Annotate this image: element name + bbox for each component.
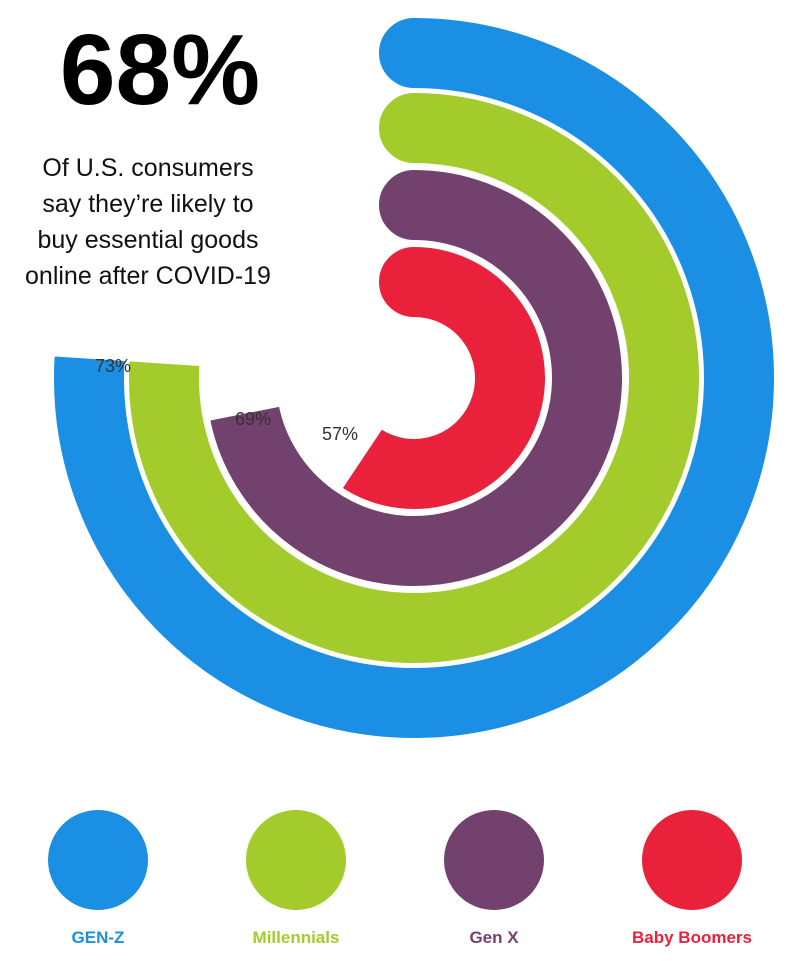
value-label-gen-x: 69% — [235, 409, 271, 429]
radial-bar-baby-boomers — [337, 242, 549, 513]
legend-label-gen-z: GEN-Z — [71, 928, 125, 947]
legend-label-millennials: Millennials — [252, 928, 340, 947]
legend-dot-gen-x — [444, 810, 544, 910]
legend-item-gen-z: GEN-Z — [0, 810, 198, 948]
subtitle-line-1: Of U.S. consumers — [42, 154, 254, 182]
legend-item-millennials: Millennials — [196, 810, 396, 948]
headline-stat: 68% — [59, 14, 261, 126]
legend-item-gen-x: Gen X — [394, 810, 594, 948]
value-label-baby-boomers: 57% — [322, 424, 358, 444]
legend-dot-millennials — [246, 810, 346, 910]
subtitle: Of U.S. consumers say they’re likely to … — [0, 150, 296, 294]
subtitle-line-4: online after COVID-19 — [25, 262, 271, 290]
legend-item-baby-boomers: Baby Boomers — [592, 810, 792, 948]
radial-bar-gen-x — [205, 165, 626, 590]
subtitle-line-3: buy essential goods — [37, 226, 259, 254]
subtitle-line-2: say they’re likely to — [42, 190, 254, 218]
legend-label-gen-x: Gen X — [469, 928, 519, 947]
radial-bar-chart: 73% 69% 57% — [52, 16, 776, 740]
legend-dot-baby-boomers — [642, 810, 742, 910]
legend-label-baby-boomers: Baby Boomers — [632, 928, 752, 947]
radial-bar-millennials — [125, 88, 703, 667]
value-label-millennials: 73% — [95, 356, 131, 376]
legend: GEN-Z Millennials Gen X Baby Boomers — [0, 810, 796, 950]
legend-dot-gen-z — [48, 810, 148, 910]
